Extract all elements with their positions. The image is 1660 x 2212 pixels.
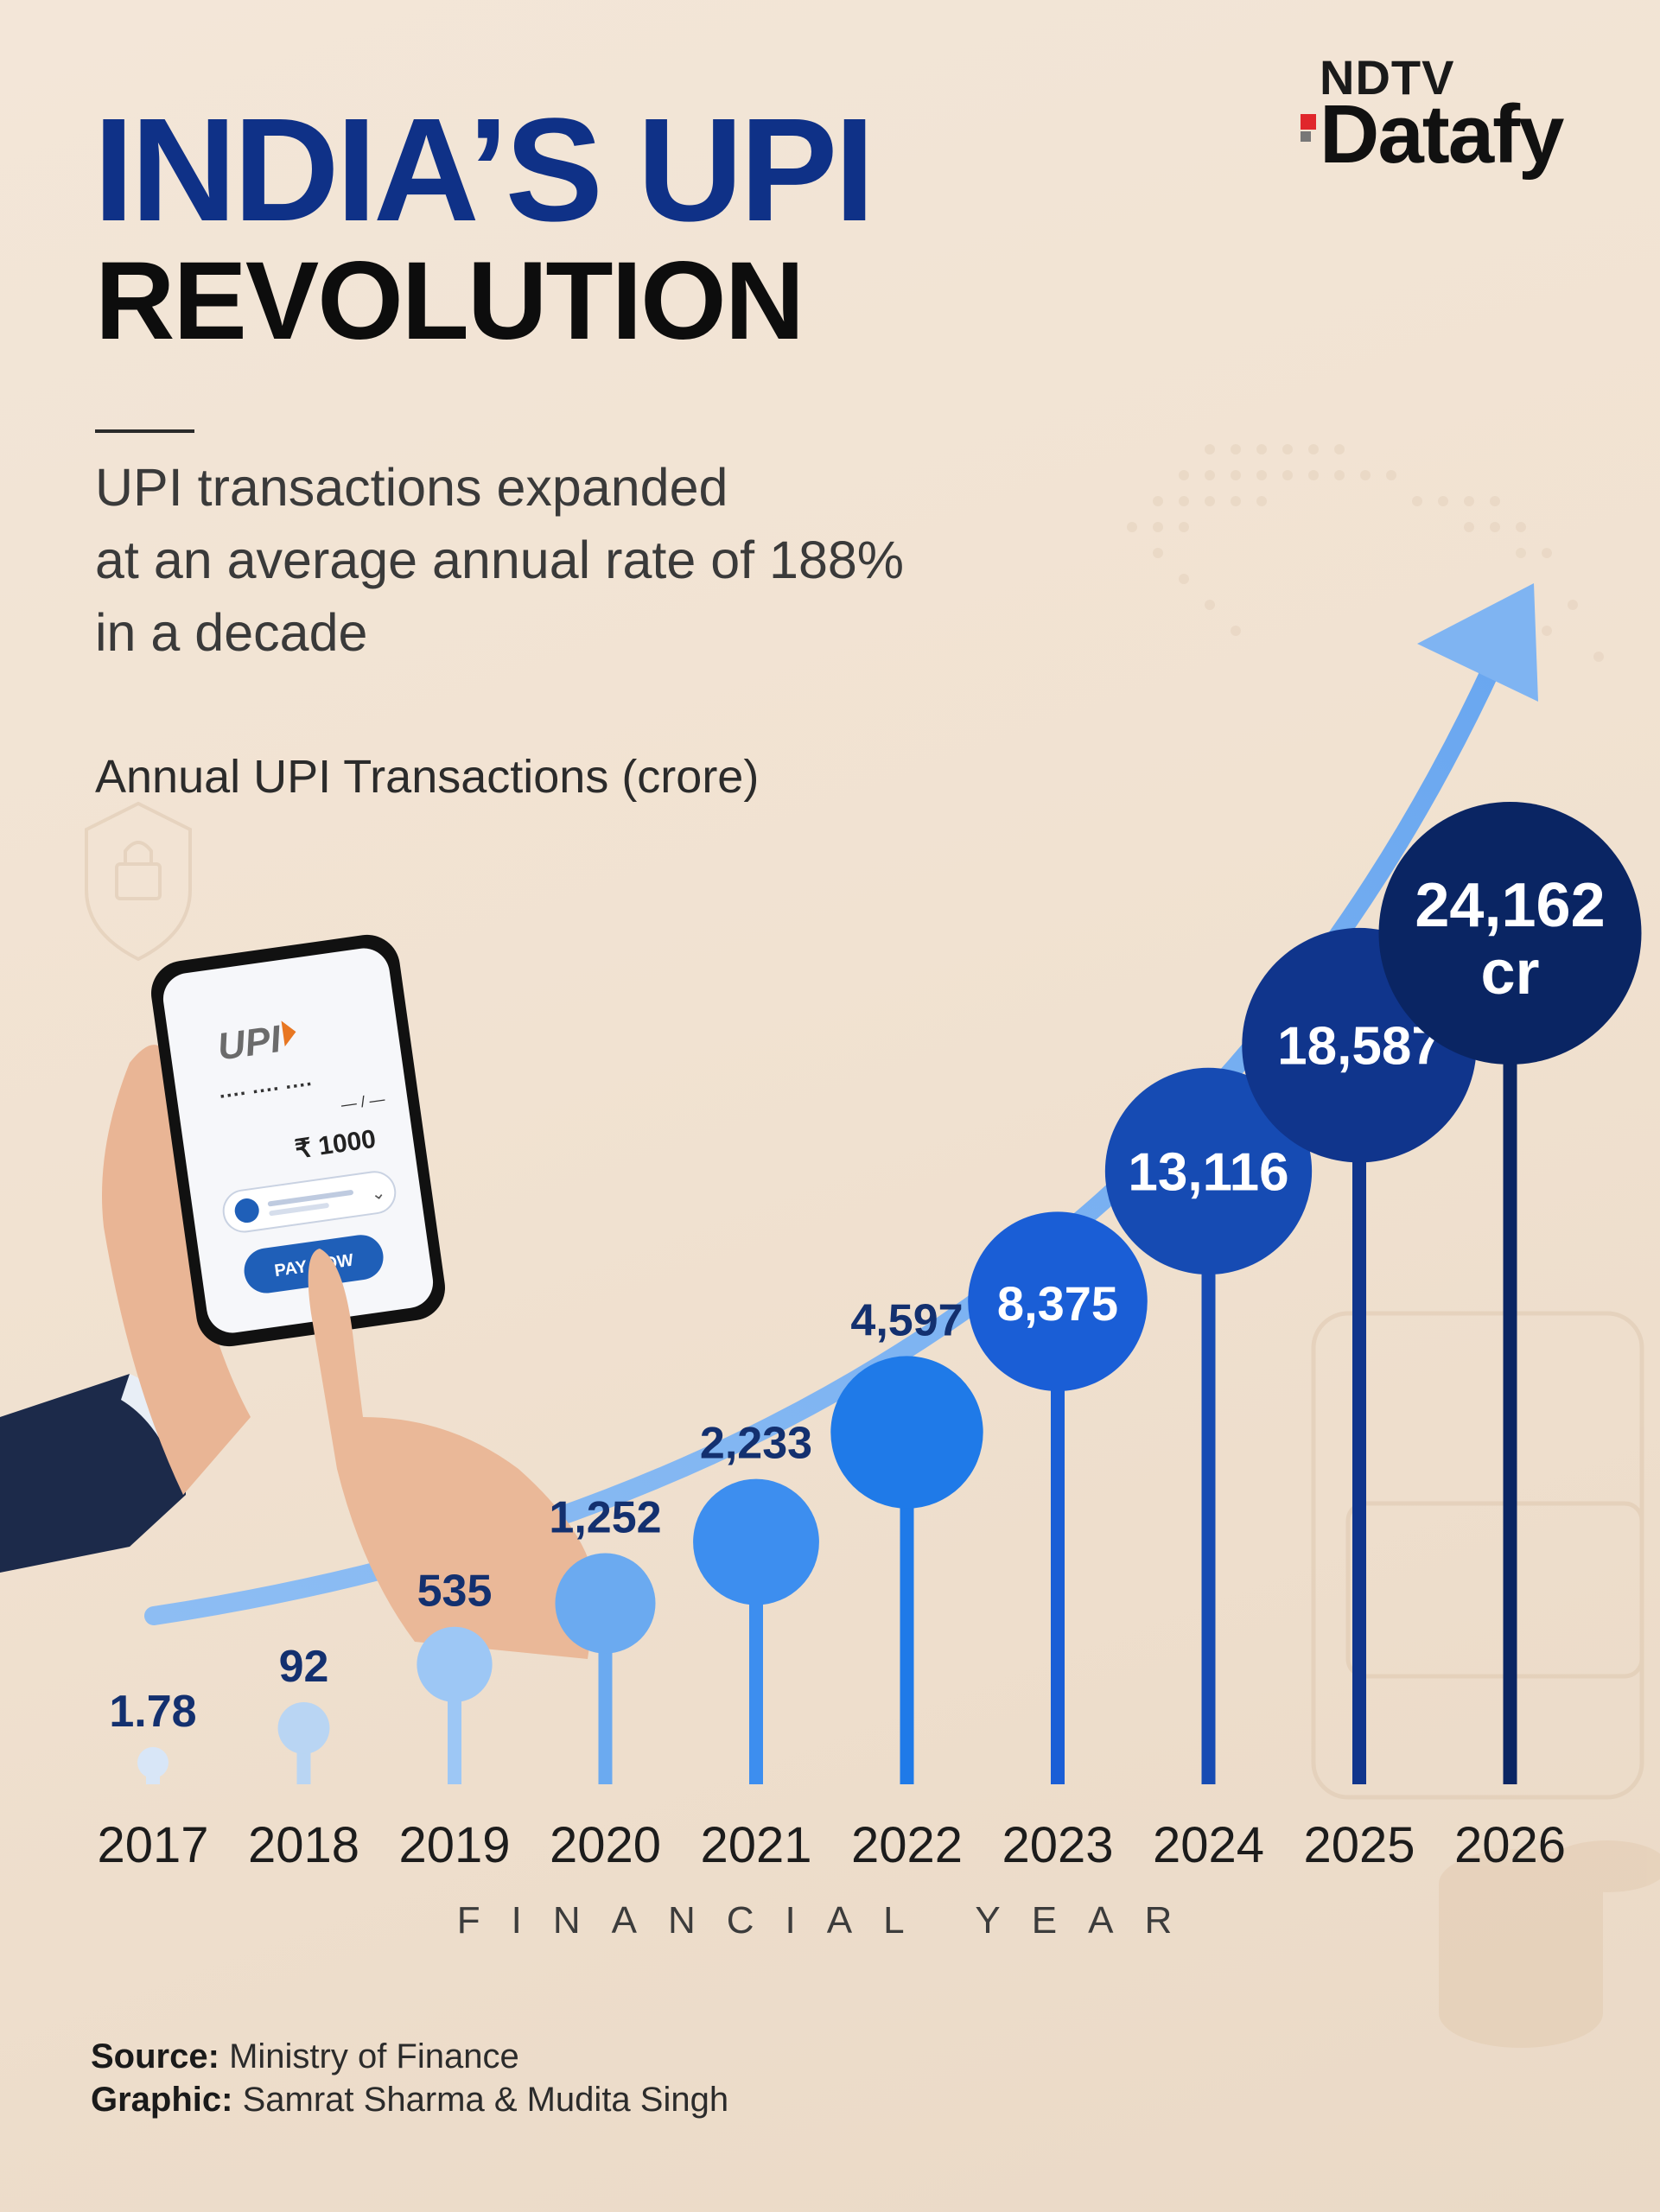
suit-sleeve <box>0 1374 186 1573</box>
lollipop-bubble <box>1378 802 1642 1065</box>
title-line-1: INDIA’S UPI <box>93 88 875 252</box>
hand-back <box>102 1045 251 1495</box>
x-tick-label: 2017 <box>97 1817 208 1873</box>
x-tick-label: 2023 <box>1002 1817 1113 1873</box>
data-label: 2,233 <box>700 1419 812 1469</box>
lollipop-stem <box>900 1432 914 1784</box>
title-divider <box>95 429 194 433</box>
chevron-down-icon: ⌄ <box>370 1184 387 1205</box>
data-label: 1,252 <box>549 1493 661 1543</box>
phone-account-line2 <box>269 1203 329 1217</box>
source-value: Ministry of Finance <box>229 2037 519 2075</box>
data-label-unit: cr <box>1480 938 1539 1007</box>
lollipop-bubble <box>830 1356 983 1509</box>
x-tick-label: 2026 <box>1454 1817 1566 1873</box>
lollipop-stem <box>1201 1171 1216 1784</box>
lollipop-bubble <box>693 1478 819 1605</box>
footer-credits: Source: Ministry of Finance Graphic: Sam… <box>91 2035 728 2121</box>
logo-main-text: Datafy <box>1320 88 1564 181</box>
lollipop-bubble <box>968 1211 1148 1391</box>
data-label: 535 <box>417 1567 493 1617</box>
lollipop-stem <box>1503 933 1517 1784</box>
phone-upi-logo: UPI <box>215 1018 284 1069</box>
phone-account-selector <box>222 1171 397 1233</box>
lollipop-bubble <box>277 1701 330 1754</box>
phone-account-line <box>267 1190 353 1207</box>
logo-top-text: NDTV <box>1320 50 1455 105</box>
logo-grey-square <box>1301 131 1311 142</box>
title-line-2: REVOLUTION <box>95 239 805 363</box>
chart-marks: 1.78 2017 92 2018 535 2019 1,252 2020 2,233 2021 4… <box>97 802 1642 1873</box>
x-tick-label: 2025 <box>1303 1817 1415 1873</box>
data-label: 13,116 <box>1128 1142 1288 1202</box>
subtitle: UPI transactions expanded at an average … <box>95 458 905 662</box>
x-tick-label: 2022 <box>851 1817 963 1873</box>
hand-pointing <box>308 1249 596 1659</box>
graphic-value: Samrat Sharma & Mudita Singh <box>242 2081 729 2119</box>
source-line: Source: Ministry of Finance <box>91 2035 728 2078</box>
ndtv-datafy-logo: NDTV Datafy <box>1301 54 1594 183</box>
graphic-label: Graphic: <box>91 2081 233 2119</box>
data-label: 8,375 <box>997 1276 1118 1331</box>
phone-avatar-icon <box>234 1198 259 1224</box>
trend-arrow-head <box>1417 583 1538 702</box>
data-label: 18,587 <box>1277 1017 1441 1077</box>
data-label: 24,162 <box>1415 871 1605 940</box>
chart-title: Annual UPI Transactions (crore) <box>95 751 760 803</box>
lollipop-stem <box>1051 1301 1065 1784</box>
x-tick-label: 2024 <box>1153 1817 1264 1873</box>
lollipop-bubble <box>417 1626 493 1702</box>
x-axis-title: FINANCIAL YEAR <box>456 1899 1204 1942</box>
x-tick-label: 2019 <box>398 1817 510 1873</box>
x-tick-label: 2021 <box>700 1817 811 1873</box>
lollipop-stem <box>1352 1045 1366 1784</box>
x-tick-label: 2018 <box>248 1817 359 1873</box>
lollipop-bubble <box>555 1553 656 1654</box>
graphic-line: Graphic: Samrat Sharma & Mudita Singh <box>91 2078 728 2121</box>
lollipop-bubble <box>137 1746 169 1778</box>
x-tick-label: 2020 <box>550 1817 661 1873</box>
data-label: 92 <box>279 1642 329 1692</box>
data-label: 1.78 <box>109 1687 196 1737</box>
upi-logo-arrow <box>281 1020 296 1047</box>
data-label: 4,597 <box>850 1295 963 1345</box>
logo-red-square <box>1301 114 1316 130</box>
lollipop-bubble <box>1104 1067 1313 1275</box>
phone-illustration: UPI ···· ···· ···· — / — ₹ 1000 ⌄ PAY NO… <box>0 934 596 1659</box>
source-label: Source: <box>91 2037 219 2075</box>
